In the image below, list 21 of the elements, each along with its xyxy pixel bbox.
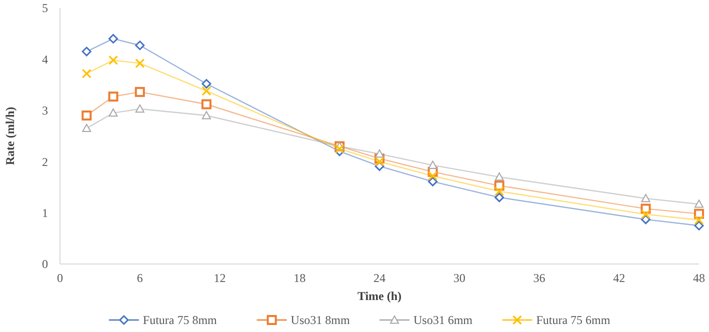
legend-label: Uso31 6mm — [414, 313, 474, 328]
y-axis-title: Rate (ml/h) — [3, 106, 17, 166]
x-tick-label: 24 — [374, 271, 386, 285]
x-tick-label: 36 — [533, 271, 546, 285]
legend-label: Uso31 8mm — [290, 313, 350, 328]
x-tick-label: 30 — [453, 271, 466, 285]
x-tick-label: 6 — [136, 271, 143, 285]
y-tick-label: 0 — [42, 257, 48, 272]
x-tick-label: 12 — [214, 271, 226, 285]
x-axis-title: Time (h) — [357, 289, 402, 303]
y-tick-label: 2 — [42, 154, 48, 169]
y-tick-label: 4 — [42, 52, 48, 66]
x-tick-label: 42 — [613, 271, 626, 285]
x-tick-label: 48 — [693, 271, 705, 285]
legend-label: Futura 75 6mm — [536, 313, 611, 328]
legend-label: Futura 75 8mm — [142, 313, 218, 328]
y-tick-label: 3 — [42, 104, 48, 118]
x-tick-label: 0 — [57, 271, 63, 285]
y-tick-label: 1 — [42, 206, 48, 220]
x-tick-label: 18 — [294, 271, 306, 285]
y-tick-label: 5 — [42, 1, 48, 16]
